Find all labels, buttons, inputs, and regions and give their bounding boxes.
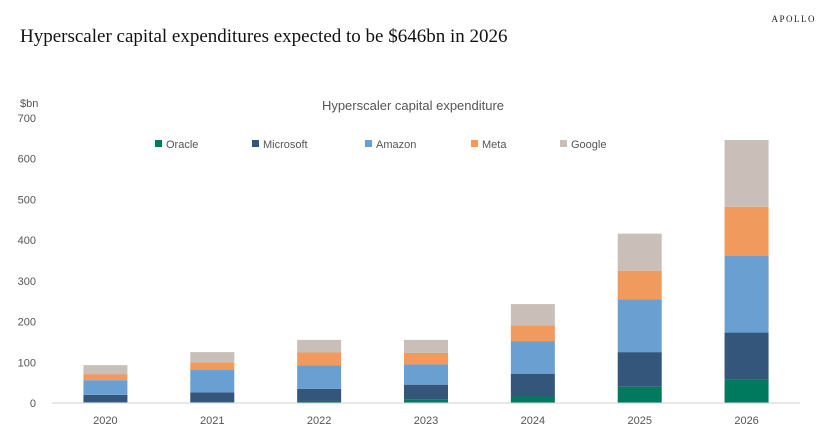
x-tick-label: 2026 (734, 415, 758, 427)
bar-segment-meta (510, 325, 555, 342)
bar-segment-amazon (510, 341, 555, 374)
legend-label: Google (571, 139, 606, 151)
legend-swatch (560, 140, 567, 147)
bar-segment-google (510, 304, 555, 326)
legend-swatch (471, 140, 478, 147)
x-tick-label: 2021 (200, 415, 224, 427)
page-title: Hyperscaler capital expenditures expecte… (20, 26, 508, 47)
y-tick-label: 500 (18, 194, 36, 206)
bar-segment-oracle (404, 399, 448, 403)
y-tick-label: 700 (18, 113, 36, 125)
bar-segment-meta (83, 374, 128, 381)
bar-segment-oracle (297, 400, 342, 403)
bar-segment-microsoft (510, 373, 555, 397)
legend: Oracle Microsoft Amazon Meta Google (155, 139, 606, 151)
bar-segment-meta (617, 270, 662, 300)
bar-segment-microsoft (404, 384, 448, 400)
x-tick-label: 2020 (93, 415, 117, 427)
bar-segment-google (297, 339, 342, 353)
bar-segment-microsoft (83, 394, 128, 403)
bar-segment-microsoft (617, 352, 662, 387)
bar-segment-amazon (297, 365, 342, 389)
y-tick-label: 600 (18, 154, 36, 166)
legend-label: Amazon (376, 139, 416, 151)
bar-segment-google (724, 139, 769, 207)
brand-logo: APOLLO (771, 14, 816, 24)
bar-segment-google (83, 365, 128, 375)
legend-label: Oracle (166, 139, 198, 151)
y-axis: 0 100 200 300 400 500 600 700 (18, 113, 36, 410)
bar-segment-oracle (617, 386, 662, 403)
chart-title: Hyperscaler capital expenditure (322, 98, 504, 113)
legend-label: Microsoft (263, 139, 308, 151)
bar-segment-meta (724, 206, 769, 257)
x-tick-label: 2025 (627, 415, 651, 427)
x-tick-label: 2024 (521, 415, 545, 427)
x-axis: 2020 2021 2022 2023 2024 2025 2026 (52, 402, 800, 427)
bar-segment-amazon (190, 370, 235, 393)
bar-segment-meta (297, 352, 342, 366)
y-tick-label: 300 (18, 276, 36, 288)
bar-segment-amazon (83, 380, 128, 395)
x-tick-label: 2022 (307, 415, 331, 427)
bar-segment-amazon (724, 256, 769, 333)
bar-segment-oracle (724, 379, 769, 403)
bar-segment-oracle (510, 396, 555, 403)
bar-segment-microsoft (724, 332, 769, 380)
y-tick-label: 400 (18, 235, 36, 247)
x-tick-label: 2023 (414, 415, 438, 427)
bar-segment-google (404, 339, 448, 353)
bar-segment-microsoft (190, 392, 235, 403)
y-tick-label: 100 (18, 357, 36, 369)
bar-segment-amazon (404, 364, 448, 385)
bars (83, 139, 769, 403)
bar-segment-meta (404, 352, 448, 365)
legend-swatch (252, 140, 259, 147)
bar-segment-google (617, 233, 662, 271)
legend-swatch (155, 140, 162, 147)
bar-segment-amazon (617, 299, 662, 353)
bar-segment-microsoft (297, 388, 342, 401)
bar-segment-google (190, 352, 235, 363)
y-axis-label: $bn (20, 98, 38, 110)
y-tick-label: 200 (18, 317, 36, 329)
y-tick-label: 0 (30, 398, 36, 410)
legend-label: Meta (482, 139, 507, 151)
bar-segment-meta (190, 362, 235, 371)
legend-swatch (365, 140, 372, 147)
